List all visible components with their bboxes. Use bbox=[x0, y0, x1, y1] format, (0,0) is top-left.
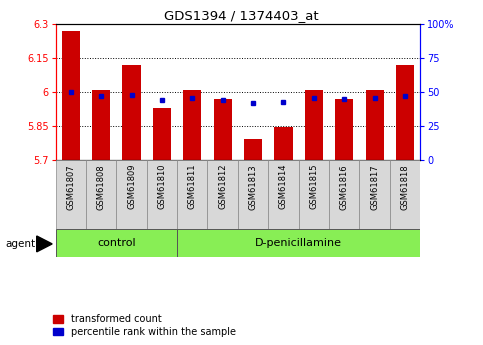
Bar bbox=[62, 31, 80, 160]
Text: GSM61818: GSM61818 bbox=[400, 164, 410, 209]
Text: agent: agent bbox=[6, 239, 36, 249]
Bar bbox=[153, 108, 171, 160]
Polygon shape bbox=[37, 236, 52, 252]
Text: GDS1394 / 1374403_at: GDS1394 / 1374403_at bbox=[164, 9, 319, 22]
FancyBboxPatch shape bbox=[147, 160, 177, 229]
Text: GSM61817: GSM61817 bbox=[370, 164, 379, 209]
FancyBboxPatch shape bbox=[329, 160, 359, 229]
Bar bbox=[183, 90, 201, 160]
FancyBboxPatch shape bbox=[56, 160, 86, 229]
FancyBboxPatch shape bbox=[177, 229, 420, 257]
Text: GSM61816: GSM61816 bbox=[340, 164, 349, 209]
Legend: transformed count, percentile rank within the sample: transformed count, percentile rank withi… bbox=[53, 314, 236, 337]
Text: GSM61808: GSM61808 bbox=[97, 164, 106, 209]
FancyBboxPatch shape bbox=[177, 160, 208, 229]
FancyBboxPatch shape bbox=[208, 160, 238, 229]
Text: GSM61810: GSM61810 bbox=[157, 164, 167, 209]
Text: GSM61809: GSM61809 bbox=[127, 164, 136, 209]
Text: GSM61812: GSM61812 bbox=[218, 164, 227, 209]
Bar bbox=[305, 90, 323, 160]
Bar bbox=[335, 99, 354, 160]
FancyBboxPatch shape bbox=[56, 229, 177, 257]
Bar bbox=[122, 65, 141, 160]
Text: D-penicillamine: D-penicillamine bbox=[255, 238, 342, 248]
Bar bbox=[92, 90, 110, 160]
FancyBboxPatch shape bbox=[390, 160, 420, 229]
FancyBboxPatch shape bbox=[268, 160, 298, 229]
Text: GSM61815: GSM61815 bbox=[309, 164, 318, 209]
Bar bbox=[396, 65, 414, 160]
Text: GSM61811: GSM61811 bbox=[188, 164, 197, 209]
FancyBboxPatch shape bbox=[86, 160, 116, 229]
Bar bbox=[366, 90, 384, 160]
FancyBboxPatch shape bbox=[116, 160, 147, 229]
Bar bbox=[244, 139, 262, 160]
FancyBboxPatch shape bbox=[238, 160, 268, 229]
Text: GSM61807: GSM61807 bbox=[66, 164, 75, 209]
Text: control: control bbox=[97, 238, 136, 248]
FancyBboxPatch shape bbox=[359, 160, 390, 229]
Bar bbox=[213, 99, 232, 160]
Bar bbox=[274, 128, 293, 160]
FancyBboxPatch shape bbox=[298, 160, 329, 229]
Text: GSM61814: GSM61814 bbox=[279, 164, 288, 209]
Text: GSM61813: GSM61813 bbox=[249, 164, 257, 209]
